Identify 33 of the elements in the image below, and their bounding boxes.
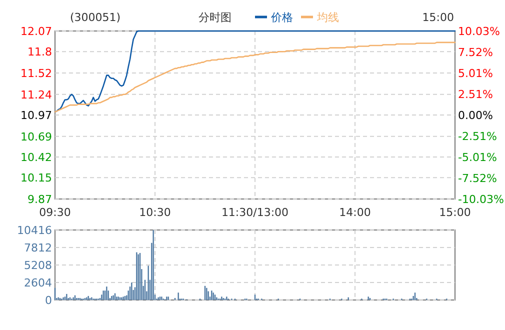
y-tick-label: 2604 [24, 276, 52, 290]
y-tick-label: 10.42 [20, 151, 52, 164]
y2-tick-label: -5.01% [458, 150, 497, 164]
y-tick-label: 12.07 [20, 25, 52, 38]
x-tick-label: 14:00 [339, 206, 371, 219]
x-tick-label: 15:00 [439, 206, 471, 219]
y2-tick-label: 0.00% [458, 109, 493, 122]
chart-subtitle: 分时图 [198, 11, 232, 24]
legend-label: 价格 [270, 11, 293, 24]
y2-tick-label: 10.03% [458, 25, 500, 38]
x-tick-label: 09:30 [39, 206, 71, 219]
y-tick-label: 10416 [17, 224, 52, 237]
y-tick-label: 9.87 [28, 193, 52, 206]
y-tick-label: 11.24 [20, 88, 52, 102]
text: 15:00 [422, 11, 454, 24]
y-tick-label: 10.15 [20, 172, 52, 185]
y-tick-label: 11.52 [20, 67, 52, 80]
y2-tick-label: -7.52% [458, 172, 497, 185]
legend-label: 均线 [316, 11, 339, 24]
y2-tick-label: 5.01% [458, 67, 493, 80]
y-tick-label: 11.8 [28, 46, 52, 59]
y-tick-label: 10.69 [20, 130, 52, 144]
y2-tick-label: -10.03% [458, 193, 504, 206]
y-tick-label: 5208 [24, 259, 52, 272]
y-tick-label: 7812 [24, 242, 52, 254]
y-tick-label: 0 [45, 294, 52, 307]
y2-tick-label: 7.52% [458, 46, 493, 60]
y2-tick-label: -2.51% [458, 130, 497, 144]
x-tick-label: 10:30 [139, 206, 171, 219]
chart-title: (300051) [70, 11, 121, 24]
x-tick-label: 11:30/13:00 [221, 206, 289, 219]
y2-tick-label: 2.51% [458, 88, 493, 101]
y-tick-label: 10.97 [20, 109, 52, 122]
